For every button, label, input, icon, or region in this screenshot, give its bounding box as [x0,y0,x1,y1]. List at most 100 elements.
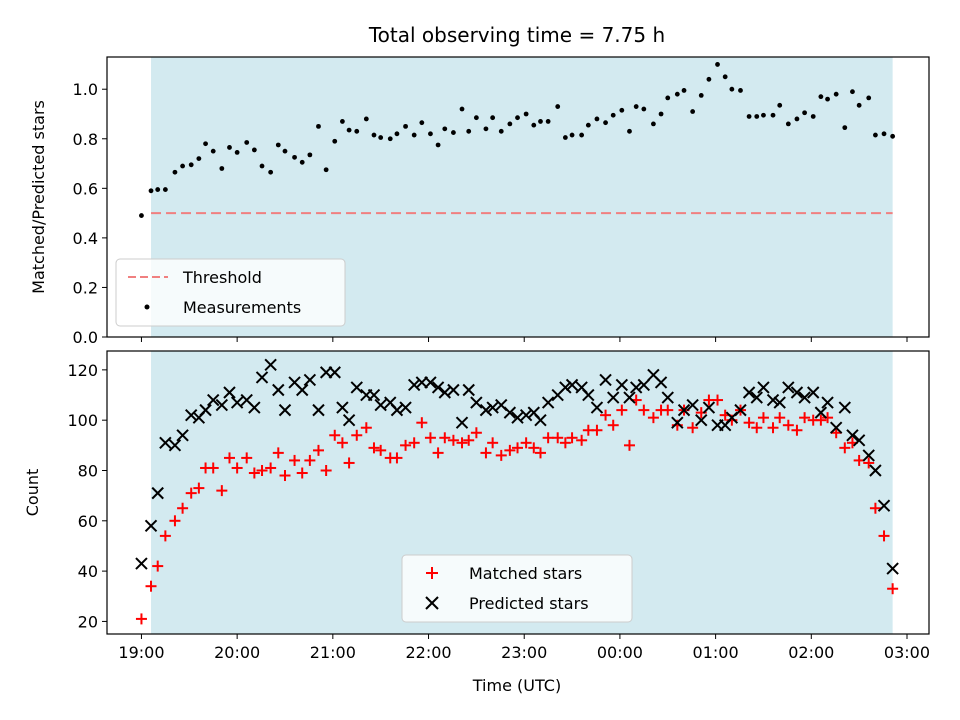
predicted-star-point [862,449,875,462]
top-x-ticks [140,337,908,342]
measurement-point [483,126,489,132]
matched-star-point [248,467,260,479]
predicted-star-point [886,562,899,575]
predicted-star-point [695,413,708,427]
measurement-point [531,122,537,128]
matched-star-point [878,530,890,542]
predicted-star-point [623,391,636,404]
measurement-point [658,111,664,117]
x-tick-label: 02:00 [788,643,834,662]
predicted-star-point [199,403,212,417]
matched-star-point [504,444,516,456]
predicted-star-point [671,416,684,429]
x-tick-label: 21:00 [310,643,356,662]
predicted-star-point [255,371,269,384]
matched-star-point [767,422,779,434]
predicted-star-point [390,403,404,417]
y-tick-label: 0.0 [73,328,98,347]
measurement-point [507,121,513,127]
matched-star-point [712,394,724,406]
matched-star-point [839,442,851,454]
measurement-point [881,131,887,137]
measurement-point [403,123,408,129]
matched-star-point [757,412,769,424]
measurement-point [490,115,496,121]
bottom-marks [135,358,899,625]
x-tick-label: 23:00 [501,643,547,662]
measurement-point [610,112,616,118]
measurement-point [777,102,783,108]
matched-star-point [495,449,507,461]
matched-star-point [272,447,284,459]
predicted-star-point [168,439,182,452]
measurement-point [761,112,766,118]
predicted-star-point [479,403,493,417]
matched-star-point [638,404,650,416]
matched-star-point [360,422,372,434]
measurement-point [738,88,743,93]
matched-star-point [343,457,355,469]
matched-star-point [231,462,243,474]
y-tick-label: 100 [67,411,98,430]
measurement-point [172,169,178,175]
matched-legend-marker [426,567,438,579]
predicted-star-point [829,421,843,434]
matched-star-point [241,452,253,464]
predicted-star-point [734,403,747,417]
matched-star-point [391,452,403,464]
predicted-star-point [470,396,483,409]
predicted-star-point [541,396,555,409]
measurement-point [332,138,338,144]
measurement-point [394,131,400,137]
bottom-y-axis-label: Count [23,469,42,517]
measurement-point [459,106,465,112]
matched-star-point [887,583,899,595]
predicted-star-point [869,464,882,477]
measurement-point [498,128,504,134]
measurement-point [690,109,696,114]
predicted-star-point [207,393,220,407]
matched-star-point [416,417,428,429]
predicted-star-point [798,391,811,404]
measurement-point [523,111,529,117]
predicted-star-point [615,378,629,392]
predicted-star-point [629,381,643,394]
matched-star-point [576,434,588,446]
matched-star-point [559,437,571,449]
measurement-point [219,166,225,171]
measurement-point [139,213,144,218]
matched-star-point [623,439,635,451]
predicted-star-point [599,373,612,387]
matched-star-point [470,427,482,439]
predicted-star-point [582,388,595,402]
predicted-star-point [838,401,851,414]
matched-star-point [607,419,619,431]
top-panel: 0.0 0.2 0.4 0.6 0.8 1.0 Matched/Predicted sta… [29,56,930,347]
measurement-point [681,88,687,93]
matched-star-point [647,412,659,424]
measurement-point [307,152,313,158]
measurement-point [378,135,384,140]
predicted-star-point [407,378,421,392]
matched-star-point [336,437,348,449]
measurement-point [363,116,369,122]
measurement-point [866,95,872,101]
matched-star-point [223,452,235,464]
predicted-star-point [230,396,244,409]
matched-star-point [152,560,164,572]
predicted-star-point [757,381,770,394]
matched-star-point [207,462,219,474]
measurement-point [698,93,704,98]
y-tick-label: 0.4 [73,229,98,248]
matched-star-point [456,437,468,449]
measurement-point [282,148,288,154]
matched-star-point [424,432,436,444]
measurement-point [371,132,377,138]
predicted-star-point [272,383,285,397]
predicted-star-point [750,391,763,404]
bottom-y-ticks: 20 40 60 80 100 120 [67,361,107,631]
measurement-point [473,115,479,121]
bottom-panel: 20 40 60 80 100 120 19:00 20:00 21:00 22:00 23:00… [23,350,930,695]
matched-star-point [400,439,412,451]
predicted-star-point [342,413,356,427]
